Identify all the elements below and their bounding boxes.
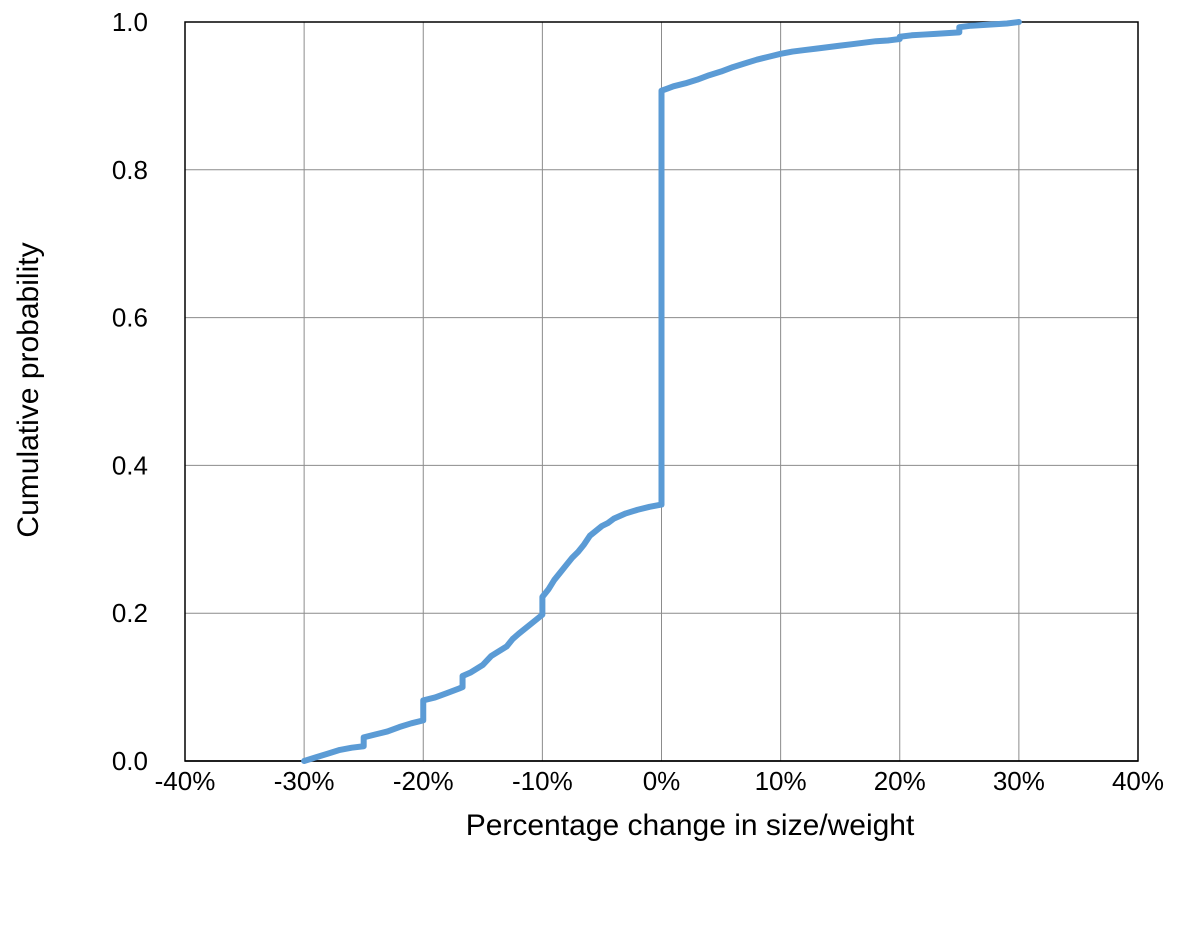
x-tick-label: 30% — [993, 766, 1045, 796]
x-tick-label: 0% — [643, 766, 681, 796]
x-tick-label: 40% — [1112, 766, 1164, 796]
cdf-series-line — [301, 19, 1022, 764]
y-tick-label: 0.2 — [112, 598, 148, 628]
x-tick-label: 20% — [874, 766, 926, 796]
y-tick-label: 0.6 — [112, 303, 148, 333]
x-tick-label: -40% — [155, 766, 216, 796]
x-tick-labels: -40% -30% -20% -10% 0% 10% 20% 30% 40% — [155, 766, 1164, 796]
y-tick-label: 1.0 — [112, 7, 148, 37]
x-tick-label: 10% — [755, 766, 807, 796]
y-tick-labels: 0.0 0.2 0.4 0.6 0.8 1.0 — [112, 7, 148, 776]
y-tick-label: 0.4 — [112, 450, 148, 480]
x-axis-title: Percentage change in size/weight — [466, 809, 915, 842]
y-tick-label: 0.0 — [112, 746, 148, 776]
x-tick-label: -30% — [274, 766, 335, 796]
y-tick-label: 0.8 — [112, 155, 148, 185]
x-tick-label: -20% — [393, 766, 454, 796]
series-layer — [301, 19, 1022, 764]
y-axis-title: Cumulative probability — [12, 242, 45, 537]
x-tick-label: -10% — [512, 766, 573, 796]
